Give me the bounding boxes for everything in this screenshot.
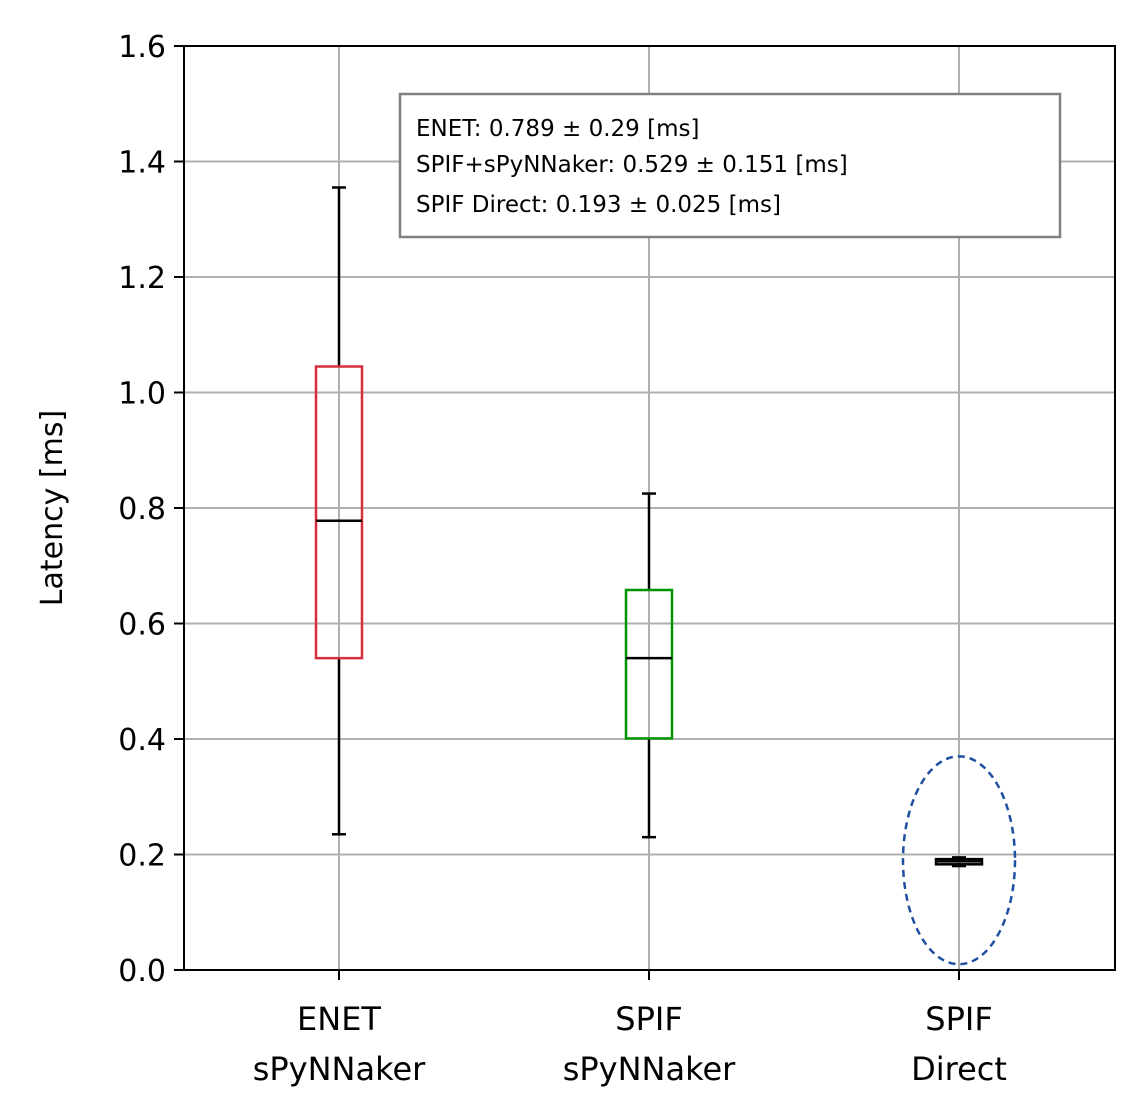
box-group — [934, 856, 984, 868]
annotation-line-spif-direct: SPIF Direct: 0.193 ± 0.025 [ms] — [416, 192, 781, 218]
y-tick-label: 0.2 — [118, 839, 166, 874]
annotation-line-spif-spynnaker: SPIF+sPyNNaker: 0.529 ± 0.151 [ms] — [416, 152, 848, 178]
stats-annotation: ENET: 0.789 ± 0.29 [ms] SPIF+sPyNNaker: … — [398, 92, 1062, 239]
y-tick-label: 1.6 — [118, 30, 166, 65]
y-tick-label: 0.4 — [118, 723, 166, 758]
annotation-line-enet: ENET: 0.789 ± 0.29 [ms] — [416, 116, 699, 142]
x-tick-label-line1: SPIF — [925, 1000, 992, 1038]
y-tick-label: 0.0 — [118, 954, 166, 989]
x-axis: ENET sPyNNaker SPIF sPyNNaker SPIF Direct — [253, 970, 1007, 1088]
y-axis: 0.0 0.2 0.4 0.6 0.8 1.0 1.2 1.4 1.6 — [118, 30, 184, 989]
box-group — [624, 492, 674, 839]
box-group — [314, 186, 364, 836]
x-tick-label-line1: ENET — [297, 1000, 381, 1038]
y-tick-label: 1.4 — [118, 146, 166, 181]
y-tick-label: 1.2 — [118, 261, 166, 296]
y-tick-label: 0.8 — [118, 492, 166, 527]
y-axis-label: Latency [ms] — [35, 410, 70, 606]
box-iqr — [624, 588, 674, 740]
x-tick-label-line2: sPyNNaker — [563, 1050, 736, 1088]
plot-area — [314, 186, 1017, 966]
x-tick-label-line1: SPIF — [615, 1000, 682, 1038]
annotation-box — [398, 92, 1062, 239]
y-tick-label: 0.6 — [118, 608, 166, 643]
x-tick-label-line2: Direct — [911, 1050, 1007, 1088]
highlight-ellipse — [901, 755, 1017, 966]
x-tick-label-line2: sPyNNaker — [253, 1050, 426, 1088]
box-iqr — [314, 365, 364, 660]
y-tick-label: 1.0 — [118, 377, 166, 412]
